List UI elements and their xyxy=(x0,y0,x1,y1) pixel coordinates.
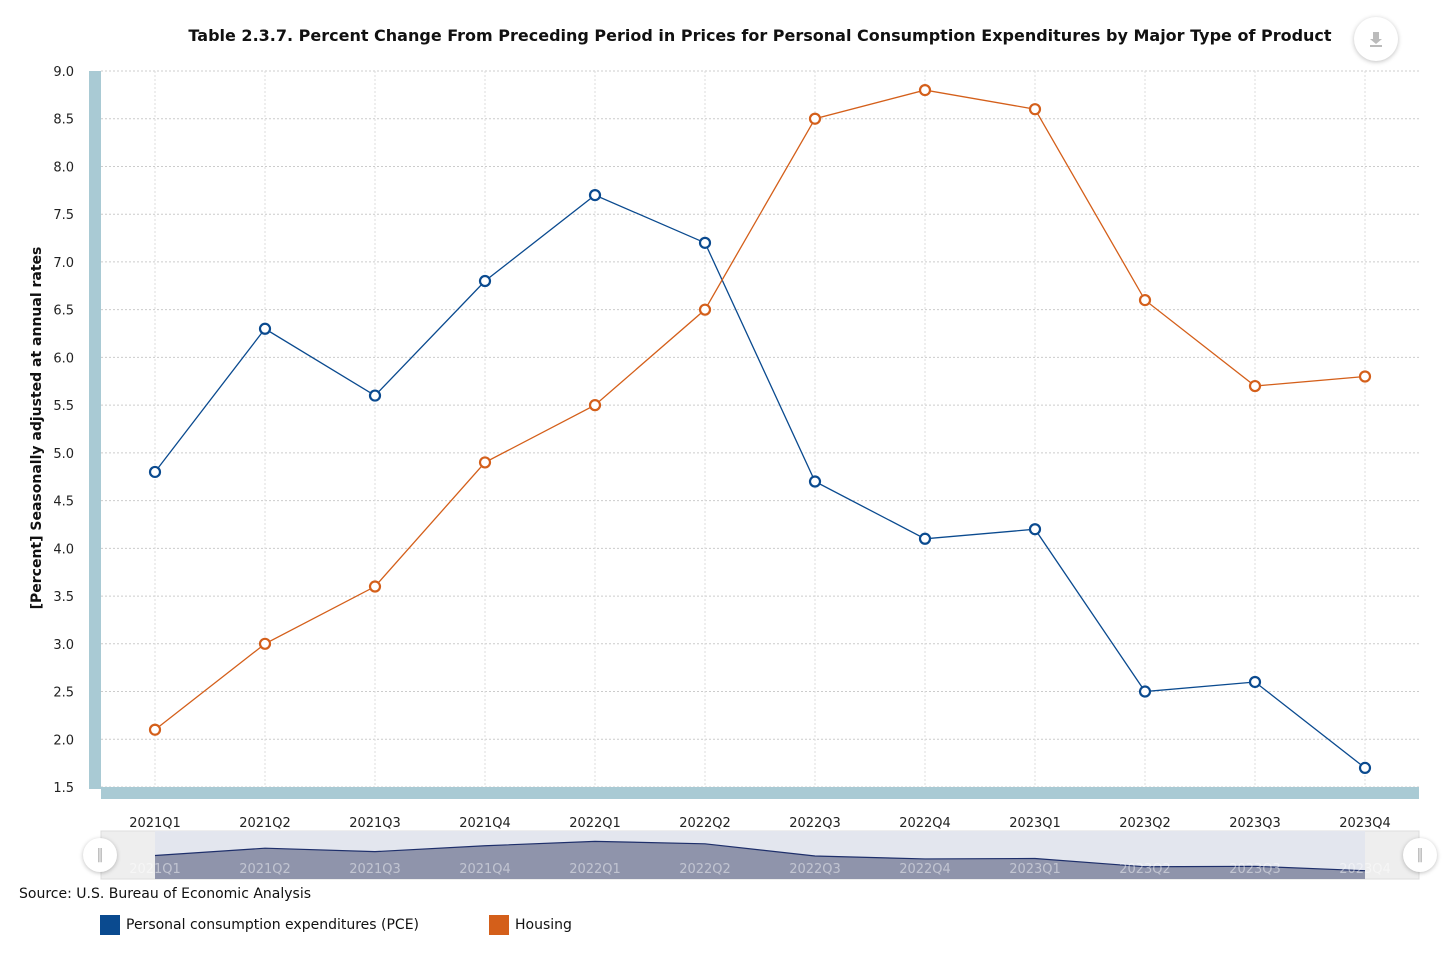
series-pce xyxy=(148,189,1372,775)
x-axis-ticks: 2021Q1 2021Q2 2021Q3 2021Q4 2022Q1 2022Q2 2022… xyxy=(129,816,1391,831)
data-point[interactable] xyxy=(1358,761,1372,775)
y-tick-label: 2.0 xyxy=(53,733,74,748)
y-tick-label: 9.0 xyxy=(53,65,74,80)
navigator-tick-label: 2021Q3 xyxy=(349,862,401,877)
legend-label: Personal consumption expenditures (PCE) xyxy=(126,917,420,933)
data-point[interactable] xyxy=(258,322,272,335)
x-tick-label: 2023Q4 xyxy=(1339,816,1391,831)
x-tick-label: 2021Q1 xyxy=(129,816,181,831)
navigator-tick-label: 2022Q1 xyxy=(569,862,621,877)
data-point[interactable] xyxy=(1248,675,1262,689)
legend-swatch xyxy=(100,915,120,935)
data-point[interactable] xyxy=(258,637,272,650)
navigator-tick-label: 2023Q2 xyxy=(1119,862,1171,877)
legend-label: Housing xyxy=(515,917,572,933)
y-tick-label: 3.0 xyxy=(53,638,74,653)
navigator-tick-label: 2021Q1 xyxy=(129,862,181,877)
data-point[interactable] xyxy=(918,532,932,545)
x-axis-band xyxy=(101,787,1419,799)
data-point[interactable] xyxy=(148,723,162,736)
data-point[interactable] xyxy=(1138,685,1152,698)
navigator-tick-label: 2021Q2 xyxy=(239,862,291,877)
series-line xyxy=(154,194,1366,769)
source-note: Source: U.S. Bureau of Economic Analysis xyxy=(19,886,312,902)
data-point[interactable] xyxy=(698,303,712,316)
data-point[interactable] xyxy=(588,399,602,412)
navigator-tick-label: 2021Q4 xyxy=(459,862,511,877)
x-tick-label: 2023Q3 xyxy=(1229,816,1281,831)
y-tick-label: 1.5 xyxy=(53,781,74,796)
y-axis-ticks: 1.5 2.0 2.5 3.0 3.5 4.0 4.5 5.0 5.5 6.0 6.5 7.0 7.5 8… xyxy=(53,65,74,796)
legend-item-housing[interactable]: Housing xyxy=(489,915,572,935)
navigator-tick-label: 2022Q2 xyxy=(679,862,731,877)
data-point[interactable] xyxy=(1028,523,1042,536)
data-point[interactable] xyxy=(698,236,712,249)
data-point[interactable] xyxy=(1248,379,1262,393)
x-tick-label: 2021Q2 xyxy=(239,816,291,831)
y-tick-label: 7.5 xyxy=(53,208,74,223)
navigator-line xyxy=(154,840,1366,872)
navigator-tick-label: 2023Q4 xyxy=(1339,862,1391,877)
series xyxy=(148,83,1372,775)
y-tick-label: 8.5 xyxy=(53,113,74,128)
navigator-tick-label: 2023Q3 xyxy=(1229,862,1281,877)
navigator-tick-label: 2023Q1 xyxy=(1009,862,1061,877)
y-tick-label: 5.0 xyxy=(53,447,74,462)
data-point[interactable] xyxy=(478,456,492,469)
navigator-tick-label: 2022Q3 xyxy=(789,862,841,877)
data-point[interactable] xyxy=(368,580,382,593)
chart-title: Table 2.3.7. Percent Change From Precedi… xyxy=(188,26,1331,45)
navigator-labels: 2021Q1 2021Q2 2021Q3 2021Q4 2022Q1 2022Q2 2022… xyxy=(129,862,1391,877)
y-tick-label: 6.5 xyxy=(53,304,74,319)
legend-swatch xyxy=(489,915,509,935)
data-point[interactable] xyxy=(588,189,602,202)
data-point[interactable] xyxy=(1358,370,1372,383)
grip-icon: ‖ xyxy=(96,847,104,863)
y-tick-label: 4.5 xyxy=(53,495,74,510)
y-tick-label: 6.0 xyxy=(53,351,74,366)
navigator-tick-label: 2022Q4 xyxy=(899,862,951,877)
x-tick-label: 2022Q1 xyxy=(569,816,621,831)
series-line xyxy=(154,89,1366,731)
data-point[interactable] xyxy=(1028,103,1042,116)
x-tick-label: 2022Q2 xyxy=(679,816,731,831)
y-tick-label: 2.5 xyxy=(53,686,74,701)
y-axis-band xyxy=(89,71,101,789)
data-point[interactable] xyxy=(148,465,162,479)
data-point[interactable] xyxy=(808,475,822,488)
data-point[interactable] xyxy=(478,274,492,288)
y-tick-label: 5.5 xyxy=(53,399,74,414)
navigator-right-handle[interactable]: ‖ xyxy=(1403,838,1437,872)
grip-icon: ‖ xyxy=(1416,847,1424,863)
navigator-area xyxy=(155,841,1365,879)
y-tick-label: 8.0 xyxy=(53,160,74,175)
x-tick-label: 2021Q4 xyxy=(459,816,511,831)
series-housing xyxy=(148,83,1372,736)
x-tick-label: 2023Q2 xyxy=(1119,816,1171,831)
y-tick-label: 3.5 xyxy=(53,590,74,605)
download-icon xyxy=(1370,32,1382,47)
navigator[interactable]: 2021Q1 2021Q2 2021Q3 2021Q4 2022Q1 2022Q2 2022… xyxy=(100,830,1420,880)
y-tick-label: 7.0 xyxy=(53,256,74,271)
data-point[interactable] xyxy=(918,83,932,97)
y-axis-label: [Percent] Seasonally adjusted at annual … xyxy=(29,247,45,610)
data-point[interactable] xyxy=(368,389,382,402)
y-tick-label: 4.0 xyxy=(53,542,74,557)
grid xyxy=(101,70,1419,788)
data-point[interactable] xyxy=(1138,294,1152,307)
download-button[interactable] xyxy=(1354,17,1398,61)
x-tick-label: 2021Q3 xyxy=(349,816,401,831)
data-point[interactable] xyxy=(808,112,822,125)
legend-item-pce[interactable]: Personal consumption expenditures (PCE) xyxy=(100,915,419,935)
x-tick-label: 2022Q4 xyxy=(899,816,951,831)
x-tick-label: 2022Q3 xyxy=(789,816,841,831)
navigator-left-handle[interactable]: ‖ xyxy=(83,838,117,872)
x-tick-label: 2023Q1 xyxy=(1009,816,1061,831)
